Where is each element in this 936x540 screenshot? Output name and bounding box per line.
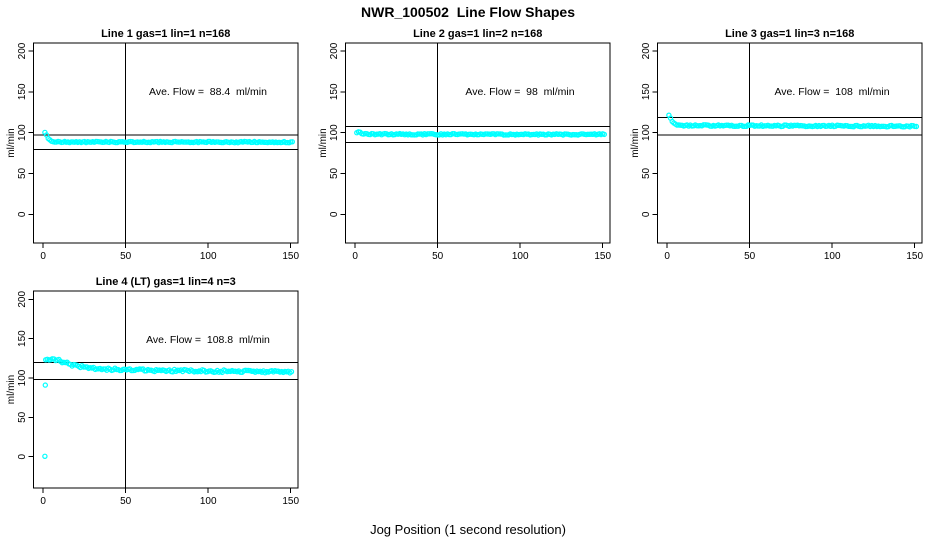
data-point	[198, 139, 205, 145]
y-tick-label: 50	[17, 411, 28, 423]
x-tick-label: 100	[512, 251, 529, 262]
data-points	[42, 129, 295, 146]
panel-title: Line 3 gas=1 lin=3 n=168	[725, 28, 854, 40]
y-tick-label: 200	[641, 42, 652, 59]
data-point	[740, 123, 746, 130]
y-tick-label: 50	[329, 167, 340, 179]
plot-box	[33, 42, 299, 244]
y-tick-label: 150	[329, 83, 340, 100]
y-axis-title: ml/min	[630, 128, 641, 157]
y-tick-label: 200	[17, 291, 28, 308]
avg-flow-annotation: Ave. Flow = 88.4 ml/min	[149, 86, 267, 98]
y-tick-label: 50	[641, 167, 652, 179]
outlier-point	[42, 453, 48, 459]
data-point	[737, 122, 743, 129]
y-tick-label: 150	[17, 330, 28, 347]
x-tick-label: 100	[200, 496, 217, 507]
data-point	[289, 139, 295, 145]
x-tick-label: 150	[906, 251, 923, 262]
data-point	[700, 122, 707, 128]
data-point	[571, 131, 578, 138]
x-tick-label: 50	[432, 251, 444, 262]
x-tick-label: 150	[594, 251, 611, 262]
data-point	[585, 131, 591, 137]
data-point	[288, 369, 295, 375]
avg-flow-annotation: Ave. Flow = 108.8 ml/min	[146, 334, 270, 346]
data-point	[723, 122, 730, 128]
x-tick-label: 0	[352, 251, 358, 262]
x-tick-label: 150	[282, 251, 299, 262]
x-tick-label: 50	[120, 251, 132, 262]
y-tick-label: 100	[17, 369, 28, 386]
data-point	[449, 130, 456, 137]
y-tick-label: 100	[17, 124, 28, 141]
x-tick-label: 150	[282, 496, 299, 507]
plot-box	[33, 290, 299, 489]
panel-title: Line 1 gas=1 lin=1 n=168	[101, 28, 230, 40]
panel-line-2: 0 50 100 150 0 50 100 150 200 ml/min Line 2 gas=1 …	[318, 28, 611, 262]
figure-title: NWR_100502 Line Flow Shapes	[361, 4, 575, 20]
data-point	[80, 364, 87, 370]
x-tick-label: 0	[664, 251, 670, 262]
x-tick-label: 0	[40, 251, 46, 262]
outlier-point	[42, 382, 49, 388]
y-tick-label: 0	[17, 211, 28, 217]
x-axis-label: Jog Position (1 second resolution)	[370, 522, 566, 537]
x-tick-label: 100	[200, 251, 217, 262]
data-points	[354, 129, 608, 138]
data-point	[180, 139, 187, 145]
x-tick-label: 0	[40, 496, 46, 507]
y-tick-label: 200	[17, 42, 28, 59]
y-axis-title: ml/min	[6, 375, 17, 404]
data-point	[182, 139, 188, 145]
y-tick-label: 50	[17, 167, 28, 179]
avg-flow-annotation: Ave. Flow = 98 ml/min	[465, 86, 574, 98]
data-point	[913, 123, 920, 130]
plot-box	[345, 42, 611, 244]
y-tick-label: 200	[329, 42, 340, 59]
data-point	[146, 367, 153, 373]
y-tick-label: 100	[329, 124, 340, 141]
x-tick-label: 100	[824, 251, 841, 262]
y-tick-label: 150	[641, 83, 652, 100]
data-points	[666, 112, 920, 130]
y-tick-label: 0	[329, 211, 340, 217]
y-axis-title: ml/min	[6, 128, 17, 157]
panel-title: Line 2 gas=1 lin=2 n=168	[413, 28, 542, 40]
y-tick-label: 100	[641, 124, 652, 141]
data-point	[879, 123, 885, 130]
y-tick-label: 0	[641, 211, 652, 217]
panel-line-3: 0 50 100 150 0 50 100 150 200 ml/min Line 3 gas=1 …	[630, 28, 923, 262]
data-points	[42, 356, 295, 459]
y-tick-label: 0	[17, 453, 28, 459]
data-point	[601, 131, 608, 138]
avg-flow-annotation: Ave. Flow = 108 ml/min	[774, 86, 889, 98]
data-point	[733, 123, 740, 129]
y-axis-title: ml/min	[318, 128, 329, 157]
y-tick-label: 150	[17, 83, 28, 100]
x-tick-label: 50	[120, 496, 132, 507]
panel-title: Line 4 (LT) gas=1 lin=4 n=3	[96, 276, 236, 288]
x-tick-label: 50	[744, 251, 756, 262]
data-point	[489, 131, 495, 137]
panel-line-1: 0 50 100 150 0 50 100 150 200 ml/min Line 1 gas=1 …	[6, 28, 299, 262]
panel-line-4: 0 50 100 150 0 50 100 150 200 ml/min Line 4 (LT) g…	[6, 276, 299, 507]
plot-box	[657, 42, 923, 244]
